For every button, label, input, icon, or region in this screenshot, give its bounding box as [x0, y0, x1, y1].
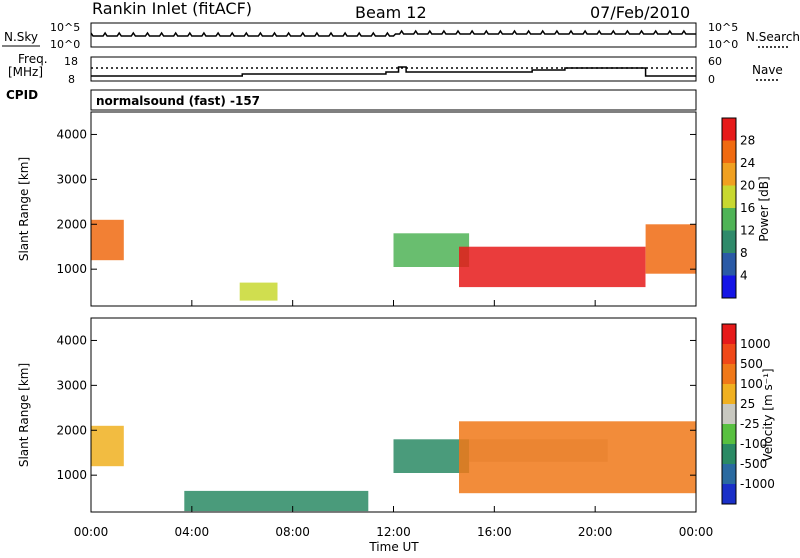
freq-trace	[91, 66, 696, 77]
colorbar-tick-label: 24	[740, 156, 755, 170]
x-tick-label: 00:00	[679, 525, 714, 539]
freq-unit-label: [MHz]	[8, 65, 43, 79]
colorbar-tick-label: 12	[740, 224, 755, 238]
colorbar-segment	[722, 230, 736, 253]
power-panel: 1000 2000 3000 4000 Slant Range [km] 4 8 12 16…	[17, 111, 771, 307]
colorbar-tick-label: -500	[740, 457, 767, 471]
colorbar-tick-label: 1000	[740, 337, 771, 351]
colorbar-tick-label: 100	[740, 377, 763, 391]
y-tick-label: 2000	[56, 423, 87, 437]
y-tick-label: 1000	[56, 262, 87, 276]
cpid-text: normalsound (fast) -157	[96, 94, 260, 108]
x-tick-label: 12:00	[376, 525, 411, 539]
freq-label: Freq.	[18, 52, 48, 66]
nave-tick-high: 60	[708, 55, 722, 68]
power-patch	[239, 282, 278, 301]
velocity-colorbar-label: Velocity [m s⁻¹]	[761, 368, 775, 461]
colorbar-segment	[722, 424, 736, 444]
cpid-panel-frame	[90, 89, 697, 111]
colorbar-segment	[722, 140, 736, 163]
velocity-colorbar: 1000 500 100 25 -25 -100 -500 -1000	[721, 323, 775, 505]
colorbar-segment	[722, 344, 736, 364]
colorbar-tick-label: 16	[740, 201, 755, 215]
colorbar-tick-label: 4	[740, 269, 748, 283]
colorbar-tick-label: 20	[740, 179, 755, 193]
x-tick-label: 04:00	[175, 525, 210, 539]
colorbar-frame	[721, 117, 737, 299]
colorbar-segment	[722, 364, 736, 384]
x-tick-label: 08:00	[275, 525, 310, 539]
colorbar-segment	[722, 208, 736, 231]
colorbar-segment	[722, 275, 736, 298]
power-patch	[91, 219, 124, 261]
beam-title: Beam 12	[355, 3, 427, 22]
colorbar-segment	[722, 118, 736, 141]
cpid-label: CPID	[6, 88, 38, 102]
nsearch-tick-low: 10^0	[708, 38, 738, 51]
x-tick-label: 16:00	[477, 525, 512, 539]
colorbar-tick-label: 8	[740, 246, 748, 260]
colorbar-tick-label: 25	[740, 397, 755, 411]
colorbar-frame	[721, 323, 737, 505]
nsky-label: N.Sky	[4, 30, 38, 44]
nsearch-tick-high: 10^5	[708, 21, 738, 34]
y-tick-label: 1000	[56, 468, 87, 482]
power-colorbar: 4 8 12 16 20 24 28	[721, 117, 755, 299]
y-tick-label: 4000	[56, 127, 87, 141]
velocity-yticks: 1000 2000 3000 4000	[56, 333, 696, 482]
velocity-panel: 1000 2000 3000 4000 Slant Range [km] 1000 50…	[17, 317, 775, 513]
colorbar-tick-label: 500	[740, 357, 763, 371]
colorbar-segment	[722, 253, 736, 276]
power-yticks: 1000 2000 3000 4000	[56, 127, 696, 276]
nsky-tick-high: 10^5	[50, 21, 80, 34]
y-tick-label: 2000	[56, 217, 87, 231]
power-colorbar-label: Power [dB]	[757, 176, 771, 241]
colorbar-segment	[722, 464, 736, 484]
velocity-patch	[91, 425, 124, 467]
noise-trace	[90, 29, 696, 37]
colorbar-tick-label: 28	[740, 134, 755, 148]
y-tick-label: 3000	[56, 378, 87, 392]
velocity-patch	[184, 490, 369, 512]
nsky-tick-low: 10^0	[50, 38, 80, 51]
x-axis-label: Time UT	[368, 540, 419, 554]
colorbar-tick-label: -25	[740, 417, 760, 431]
colorbar-segment	[722, 384, 736, 404]
velocity-patch	[459, 421, 696, 494]
power-patch	[393, 233, 470, 267]
freq-panel-frame	[90, 56, 697, 82]
y-tick-label: 4000	[56, 333, 87, 347]
colorbar-tick-label: -100	[740, 437, 767, 451]
velocity-patch	[393, 439, 470, 473]
noise-panel-frame	[90, 22, 697, 48]
nave-label: Nave	[752, 63, 783, 77]
x-axis-ticks: 00:00 04:00 08:00 12:00 16:00 20:00 00:00	[74, 300, 714, 539]
power-patch	[645, 224, 696, 274]
colorbar-segment	[722, 444, 736, 464]
y-tick-label: 3000	[56, 172, 87, 186]
colorbar-segment	[722, 404, 736, 424]
velocity-marks	[91, 421, 696, 512]
velocity-ylabel: Slant Range [km]	[17, 363, 31, 467]
colorbar-segment	[722, 324, 736, 344]
x-tick-label: 20:00	[578, 525, 613, 539]
freq-tick-high: 18	[64, 55, 78, 68]
nave-tick-low: 0	[708, 73, 715, 86]
nsearch-label: N.Search	[746, 30, 800, 44]
station-title: Rankin Inlet (fitACF)	[92, 0, 252, 18]
colorbar-segment	[722, 163, 736, 186]
freq-tick-low: 8	[68, 73, 75, 86]
power-ylabel: Slant Range [km]	[17, 157, 31, 261]
colorbar-segment	[722, 484, 736, 504]
x-tick-label: 00:00	[74, 525, 109, 539]
date-title: 07/Feb/2010	[590, 3, 690, 22]
power-patch	[459, 246, 646, 288]
power-marks	[91, 219, 696, 301]
colorbar-tick-label: -1000	[740, 477, 775, 491]
colorbar-segment	[722, 185, 736, 208]
